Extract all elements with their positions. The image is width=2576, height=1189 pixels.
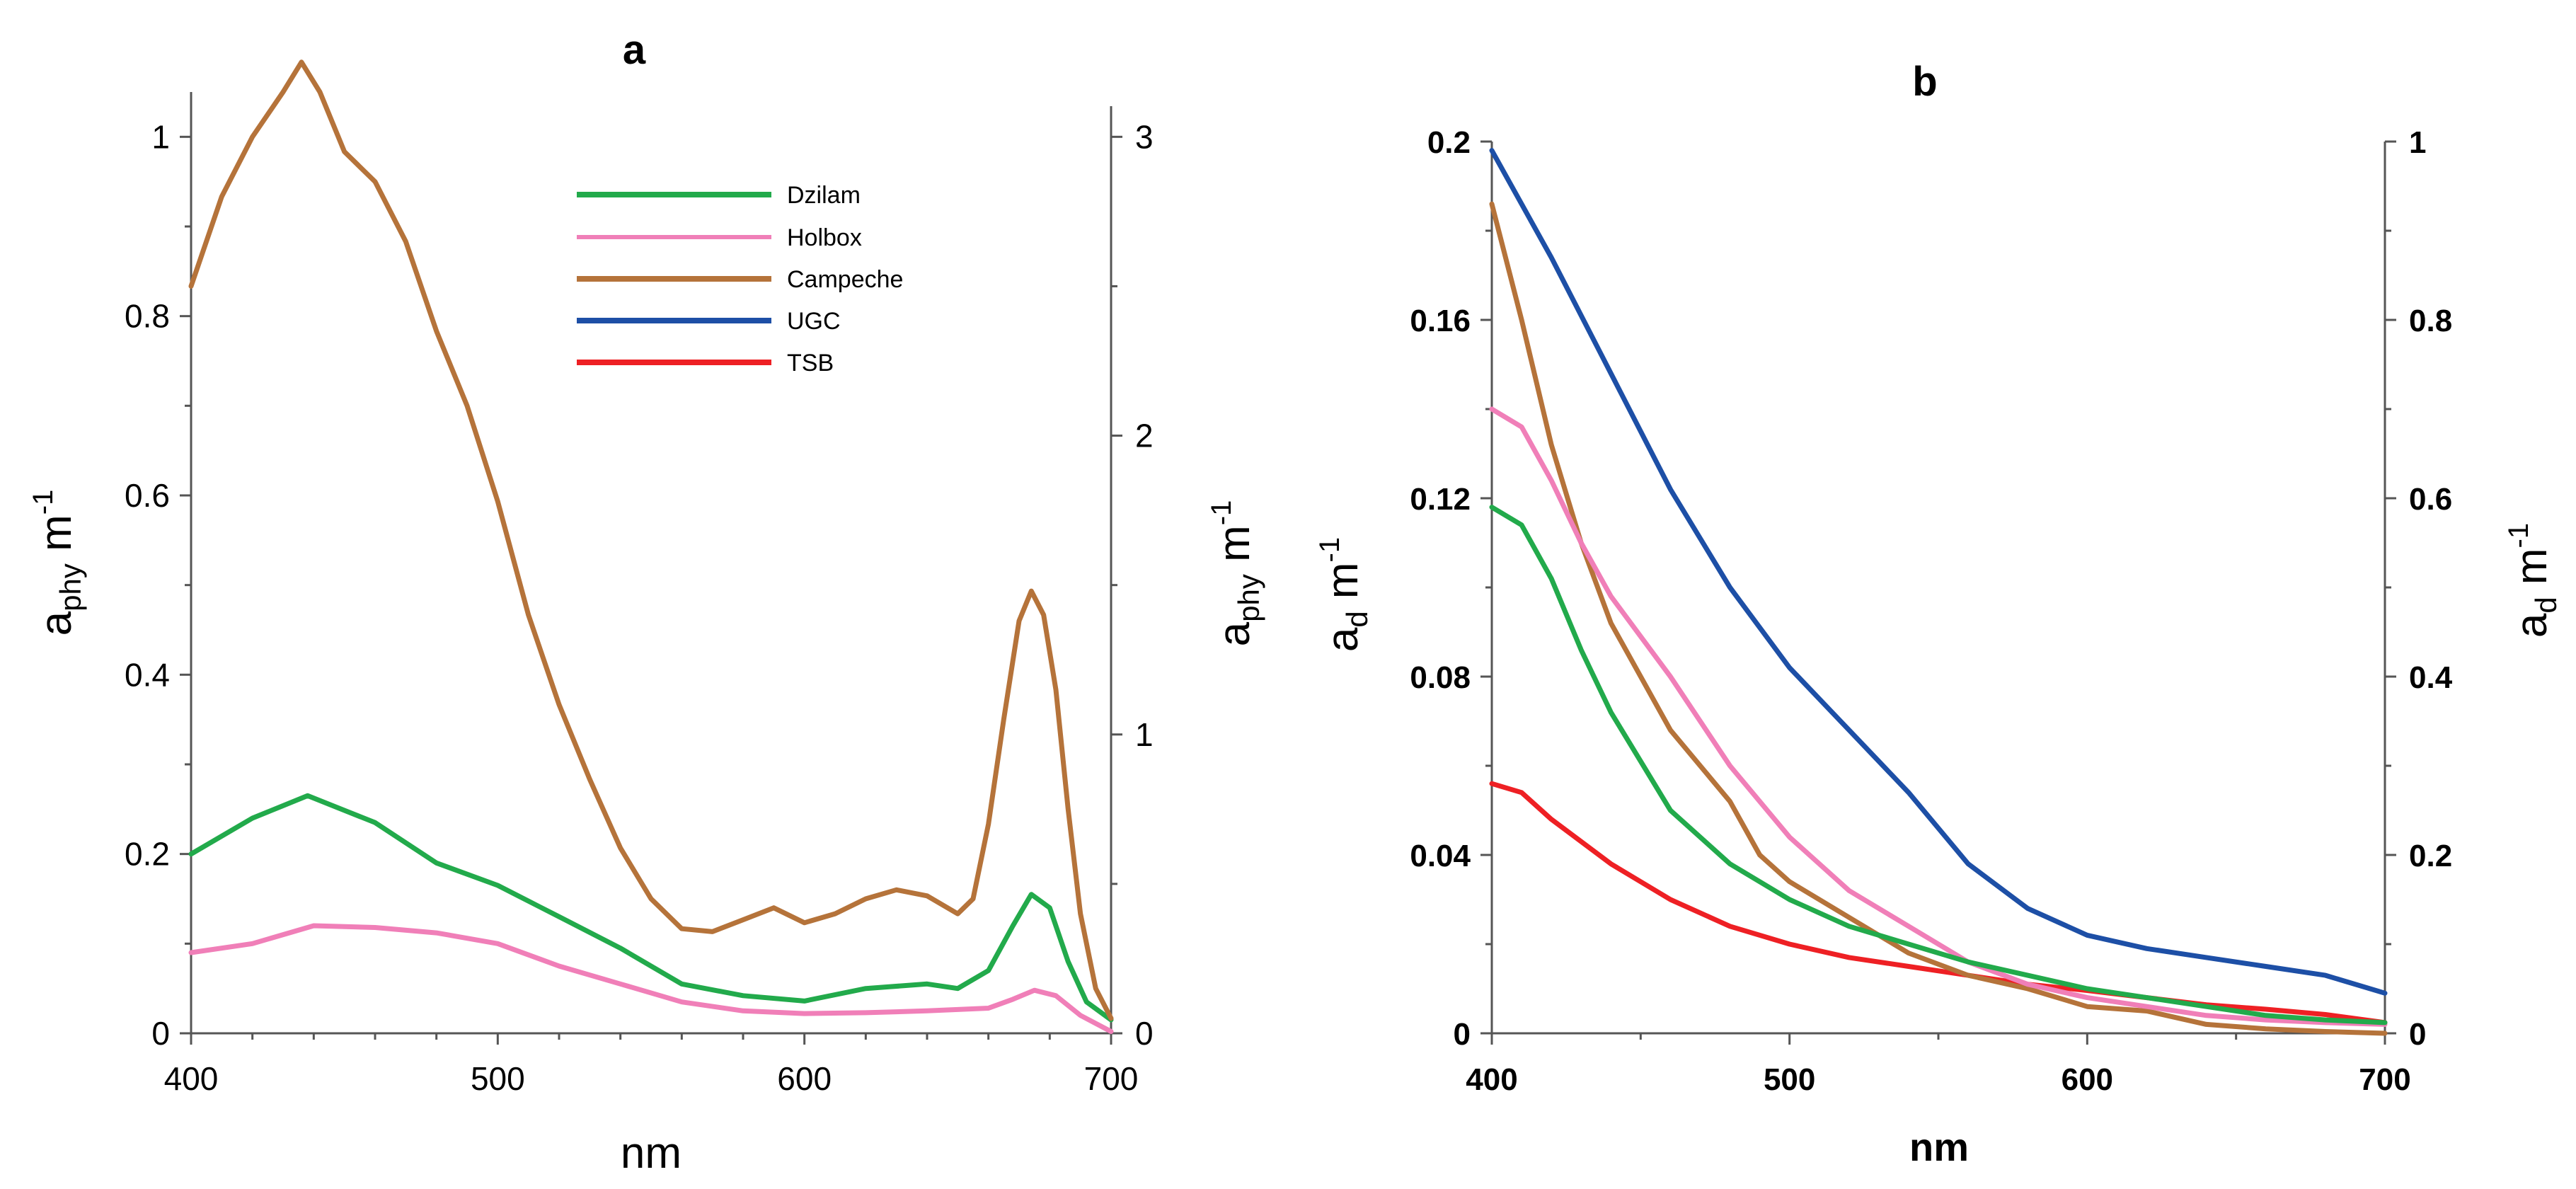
panel-a: a 400 500 600 700 0 0.2 0.4 0.6 0.8 1 0 1 2 3 nm ap…: [28, 27, 1265, 1178]
y-left-tick-label: 0.2: [1427, 125, 1471, 160]
panel-b-y-ticks-left: 0 0.04 0.08 0.12 0.16 0.2: [1410, 125, 1492, 1052]
panel-a-y-ticks-right: 0 1 2 3: [1111, 118, 1154, 1052]
y-right-tick-label: 1: [1135, 716, 1154, 753]
series-line-tsb: [1489, 781, 2388, 1026]
y-right-tick-label: 3: [1135, 118, 1154, 155]
panel-b-x-label: nm: [1909, 1125, 1969, 1169]
legend-item-dzilam: Dzilam: [577, 182, 861, 209]
panel-a-y-label-right: aphy m-1: [1206, 500, 1265, 647]
panel-b-y-ticks-right: 0 0.2 0.4 0.6 0.8 1: [2385, 125, 2453, 1052]
panel-b-y-label-left: ad m-1: [1314, 537, 1374, 652]
y-right-tick-label: 1: [2409, 125, 2426, 160]
panel-a-y-label-left: aphy m-1: [28, 490, 87, 636]
panel-b-series: [1489, 148, 2388, 1036]
x-tick-label: 500: [471, 1060, 525, 1097]
panel-a-x-label: nm: [621, 1129, 682, 1178]
x-tick-label: 600: [777, 1060, 832, 1097]
legend-label-campeche: Campeche: [787, 266, 903, 293]
y-left-tick-label: 0: [151, 1015, 170, 1052]
panel-a-series: [188, 59, 1114, 1034]
y-right-tick-label: 0: [2409, 1017, 2426, 1052]
y-right-tick-label: 0.6: [2409, 482, 2452, 517]
y-left-tick-label: 0.04: [1410, 839, 1471, 873]
series-line-campeche: [188, 59, 1114, 1021]
svg-text:aphy m-1: aphy m-1: [1206, 500, 1265, 647]
y-left-tick-label: 0.16: [1410, 304, 1471, 338]
x-tick-label: 700: [2359, 1062, 2410, 1097]
y-left-tick-label: 0.12: [1410, 482, 1471, 517]
y-right-tick-label: 0.8: [2409, 304, 2452, 338]
legend-item-campeche: Campeche: [577, 266, 903, 293]
y-right-tick-label: 0: [1135, 1015, 1154, 1052]
panel-b-axes: [1490, 142, 2386, 1035]
panel-a-title: a: [623, 27, 646, 73]
series-line-dzilam: [188, 793, 1114, 1023]
panel-a-legend: Dzilam Holbox Campeche UGC TSB: [577, 182, 903, 377]
x-tick-label: 500: [1764, 1062, 1815, 1097]
panel-b-title: b: [1912, 59, 1937, 105]
svg-text:aphy m-1: aphy m-1: [28, 490, 87, 636]
y-right-tick-label: 0.4: [2409, 660, 2453, 695]
series-line-ugc: [1489, 148, 2388, 996]
legend-label-ugc: UGC: [787, 308, 841, 335]
y-right-tick-label: 2: [1135, 418, 1154, 454]
x-tick-label: 400: [164, 1060, 219, 1097]
legend-item-holbox: Holbox: [577, 224, 862, 251]
y-left-tick-label: 0: [1454, 1017, 1471, 1052]
x-tick-label: 400: [1466, 1062, 1517, 1097]
y-right-tick-label: 0.2: [2409, 839, 2452, 873]
series-line-holbox: [188, 923, 1114, 1034]
y-left-tick-label: 0.2: [125, 836, 170, 873]
y-left-tick-label: 0.4: [125, 656, 170, 693]
y-left-tick-label: 0.08: [1410, 660, 1471, 695]
series-line-holbox: [1489, 406, 2388, 1027]
x-tick-label: 600: [2062, 1062, 2113, 1097]
panel-b-y-label-right: ad m-1: [2503, 523, 2563, 638]
series-line-dzilam: [1489, 505, 2388, 1026]
panel-b: b 400 500 600 700 0 0.04 0.08 0.12 0.16 0.2 0 0.2…: [1314, 59, 2563, 1169]
svg-text:ad m-1: ad m-1: [1314, 537, 1374, 652]
panel-b-x-ticks: 400 500 600 700: [1466, 1033, 2411, 1097]
legend-label-tsb: TSB: [787, 350, 834, 377]
y-left-tick-label: 0.6: [125, 477, 170, 514]
y-left-tick-label: 1: [151, 118, 170, 155]
svg-text:ad m-1: ad m-1: [2503, 523, 2563, 638]
panel-a-axes: [190, 92, 1112, 1035]
panel-a-y-ticks-left: 0 0.2 0.4 0.6 0.8 1: [125, 118, 191, 1052]
x-tick-label: 700: [1084, 1060, 1139, 1097]
legend-label-holbox: Holbox: [787, 224, 862, 251]
legend-label-dzilam: Dzilam: [787, 182, 861, 209]
legend-item-ugc: UGC: [577, 308, 841, 335]
y-left-tick-label: 0.8: [125, 298, 170, 335]
legend-item-tsb: TSB: [577, 350, 834, 377]
panel-a-x-ticks: 400 500 600 700: [164, 1033, 1139, 1097]
